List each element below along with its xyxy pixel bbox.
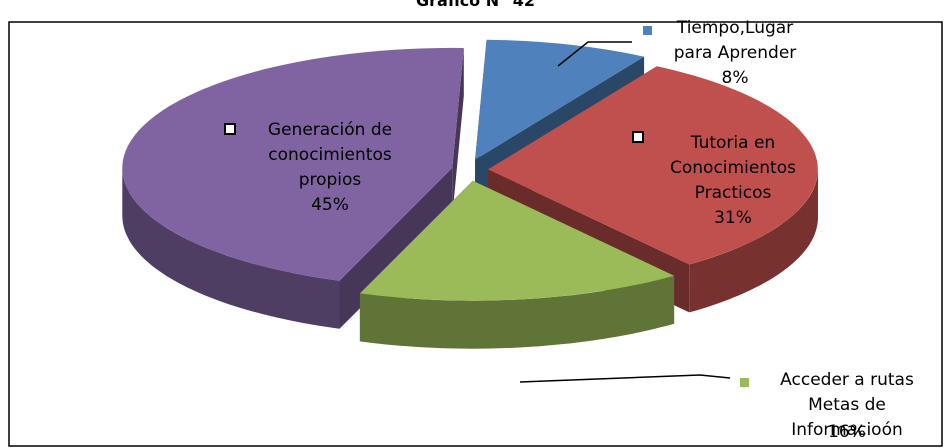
legend-marker [224,123,236,135]
legend-marker [643,26,652,35]
slice [359,180,675,301]
legend-marker [740,378,749,387]
slice-wall [689,169,818,313]
value-label: 16% [828,422,866,442]
leader-line [557,41,632,67]
slice [122,47,464,281]
slice-wall [122,167,340,329]
slice [475,39,645,160]
value-label: 45% [311,195,349,215]
slice-label: Tutoria en Conocimientos Practicos [670,133,796,203]
slice-label: Tiempo,Lugar para Aprender [673,18,797,63]
chart-title: Gráfico N° 42 [416,0,535,10]
slice-label: Acceder a rutas Metas de Informacioón [780,370,914,440]
value-label: 31% [714,208,752,228]
slice-side [452,48,464,216]
slice-label: Generación de conocimientos propios [267,120,393,190]
leader-line [519,374,731,383]
legend-marker [632,131,644,143]
slice-wall [359,275,675,349]
pie [122,39,818,349]
value-label: 8% [721,68,749,88]
slice [488,66,818,265]
